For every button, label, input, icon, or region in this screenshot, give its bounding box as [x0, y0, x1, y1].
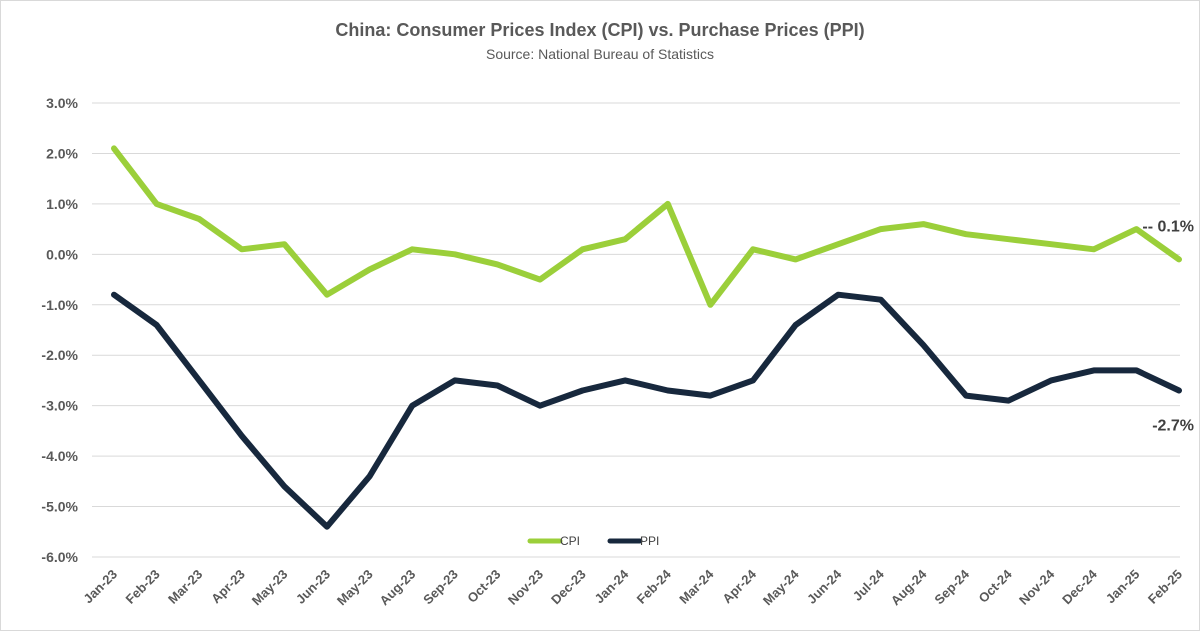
x-tick-label: Jun-23 — [293, 567, 333, 607]
x-tick-label: Mar-24 — [676, 566, 717, 607]
x-tick-label: Mar-23 — [165, 567, 205, 607]
x-tick-label: May-24 — [760, 566, 802, 608]
x-tick-label: May-23 — [334, 567, 376, 609]
x-tick-label: Jan-24 — [592, 566, 632, 606]
x-tick-label: Oct-24 — [975, 566, 1015, 606]
x-tick-label: Oct-23 — [464, 567, 503, 606]
y-tick-label: -6.0% — [41, 549, 78, 565]
x-tick-label: Apr-23 — [208, 567, 248, 607]
legend-label-cpi: CPI — [560, 534, 580, 548]
x-tick-label: Feb-24 — [634, 566, 675, 607]
end-label-cpi: -- 0.1% — [1142, 218, 1194, 235]
y-tick-label: 1.0% — [46, 196, 78, 212]
x-tick-label: Feb-23 — [122, 567, 162, 607]
x-tick-label: Aug-23 — [377, 567, 419, 609]
legend-label-ppi: PPI — [640, 534, 659, 548]
chart-subtitle: Source: National Bureau of Statistics — [485, 46, 714, 62]
x-tick-label: Jul-24 — [850, 566, 888, 604]
x-tick-label: Dec-24 — [1059, 566, 1100, 607]
x-tick-label: Jun-24 — [804, 566, 845, 607]
x-tick-label: Feb-25 — [1145, 567, 1185, 607]
x-tick-label: Nov-24 — [1016, 566, 1058, 608]
x-tick-label: Dec-23 — [548, 567, 589, 608]
y-tick-label: -3.0% — [41, 398, 78, 414]
chart-title: China: Consumer Prices Index (CPI) vs. P… — [335, 20, 865, 40]
y-tick-label: -4.0% — [41, 448, 78, 464]
series-line-cpi — [111, 145, 1182, 308]
y-tick-label: 0.0% — [46, 246, 78, 262]
y-tick-label: -2.0% — [41, 347, 78, 363]
y-tick-label: 2.0% — [46, 145, 78, 161]
x-tick-label: Jan-25 — [1103, 567, 1143, 607]
x-tick-label: Sep-24 — [931, 566, 972, 607]
x-tick-label: Apr-24 — [719, 566, 759, 606]
y-tick-label: -1.0% — [41, 297, 78, 313]
end-label-ppi: -2.7% — [1152, 418, 1194, 435]
x-tick-label: Jan-23 — [80, 567, 120, 607]
x-tick-label: Sep-23 — [420, 567, 461, 608]
series-line-ppi — [111, 291, 1182, 530]
y-tick-label: -5.0% — [41, 499, 78, 515]
y-tick-label: 3.0% — [46, 95, 78, 111]
x-tick-label: May-23 — [249, 567, 291, 609]
x-tick-label: Nov-23 — [505, 567, 546, 608]
x-tick-label: Aug-24 — [888, 566, 930, 608]
